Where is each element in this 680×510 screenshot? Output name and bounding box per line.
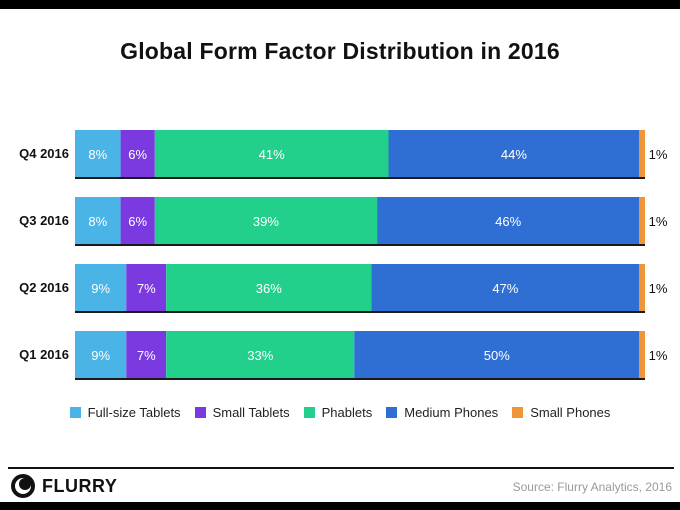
legend-swatch (512, 407, 524, 418)
bar-segment (154, 130, 389, 178)
data-label: 9% (91, 348, 110, 363)
data-label: 36% (256, 281, 282, 296)
legend-item: Small Phones (512, 405, 610, 420)
bar-segment (154, 197, 378, 245)
bottom-border (0, 502, 680, 510)
bar-segment (126, 331, 167, 379)
top-border (0, 0, 680, 9)
legend-label: Full-size Tablets (87, 405, 181, 420)
chart-title: Global Form Factor Distribution in 2016 (120, 38, 560, 64)
legend-swatch (194, 407, 206, 418)
flurry-logo: FLURRY (10, 473, 117, 499)
bar-segment (388, 130, 640, 178)
brand-name: FLURRY (42, 475, 118, 496)
data-label: 44% (501, 147, 527, 162)
category-label: Q4 2016 (19, 146, 69, 161)
data-label: 1% (649, 214, 668, 229)
data-label: 46% (495, 214, 521, 229)
data-label: 6% (128, 147, 147, 162)
legend-label: Small Phones (530, 405, 611, 420)
data-label: 9% (91, 281, 110, 296)
bar-segment (639, 130, 645, 178)
data-label: 8% (88, 147, 107, 162)
flurry-logo-icon (11, 474, 35, 498)
bar-segment (166, 264, 372, 312)
source-note: Source: Flurry Analytics, 2016 (512, 480, 672, 494)
footer-divider (8, 467, 674, 469)
data-label: 1% (649, 147, 668, 162)
bar-segment (75, 130, 121, 178)
category-label: Q2 2016 (19, 280, 69, 295)
legend-label: Medium Phones (404, 405, 499, 420)
bar-segment (639, 197, 645, 245)
data-label: 39% (253, 214, 279, 229)
data-label: 7% (137, 281, 156, 296)
legend-item: Phablets (303, 405, 373, 420)
bar-segment (166, 331, 355, 379)
legend-item: Full-size Tablets (69, 405, 181, 420)
bar-segment (75, 331, 127, 379)
data-label: 41% (259, 147, 285, 162)
bar-segment (371, 264, 640, 312)
legend-item: Medium Phones (386, 405, 498, 420)
legend-swatch (69, 407, 81, 418)
data-label: 7% (137, 348, 156, 363)
data-label: 47% (492, 281, 518, 296)
data-label: 1% (649, 281, 668, 296)
bar-segment (377, 197, 640, 245)
data-label: 33% (247, 348, 273, 363)
bar-segment (639, 331, 645, 379)
category-label: Q3 2016 (19, 213, 69, 228)
data-label: 8% (88, 214, 107, 229)
bar-segment (639, 264, 645, 312)
bar-segment (75, 197, 121, 245)
legend-swatch (386, 407, 398, 418)
bar-segment (126, 264, 167, 312)
stacked-bar-chart: Q4 2016 8% 6% 41% 44% 1% Q3 2016 8% 6% 39% 46% 1% Q2… (19, 130, 668, 380)
chart-legend: Full-size Tablets Small Tablets Phablets Me… (0, 405, 680, 420)
category-label: Q1 2016 (19, 347, 69, 362)
data-label: 1% (649, 348, 668, 363)
data-label: 6% (128, 214, 147, 229)
legend-label: Small Tablets (212, 405, 290, 420)
bar-segment (120, 130, 155, 178)
bar-segment (354, 331, 640, 379)
bar-segment (75, 264, 127, 312)
legend-item: Small Tablets (194, 405, 290, 420)
data-label: 50% (484, 348, 510, 363)
legend-label: Phablets (321, 405, 373, 420)
legend-swatch (303, 407, 315, 418)
bar-segment (120, 197, 155, 245)
